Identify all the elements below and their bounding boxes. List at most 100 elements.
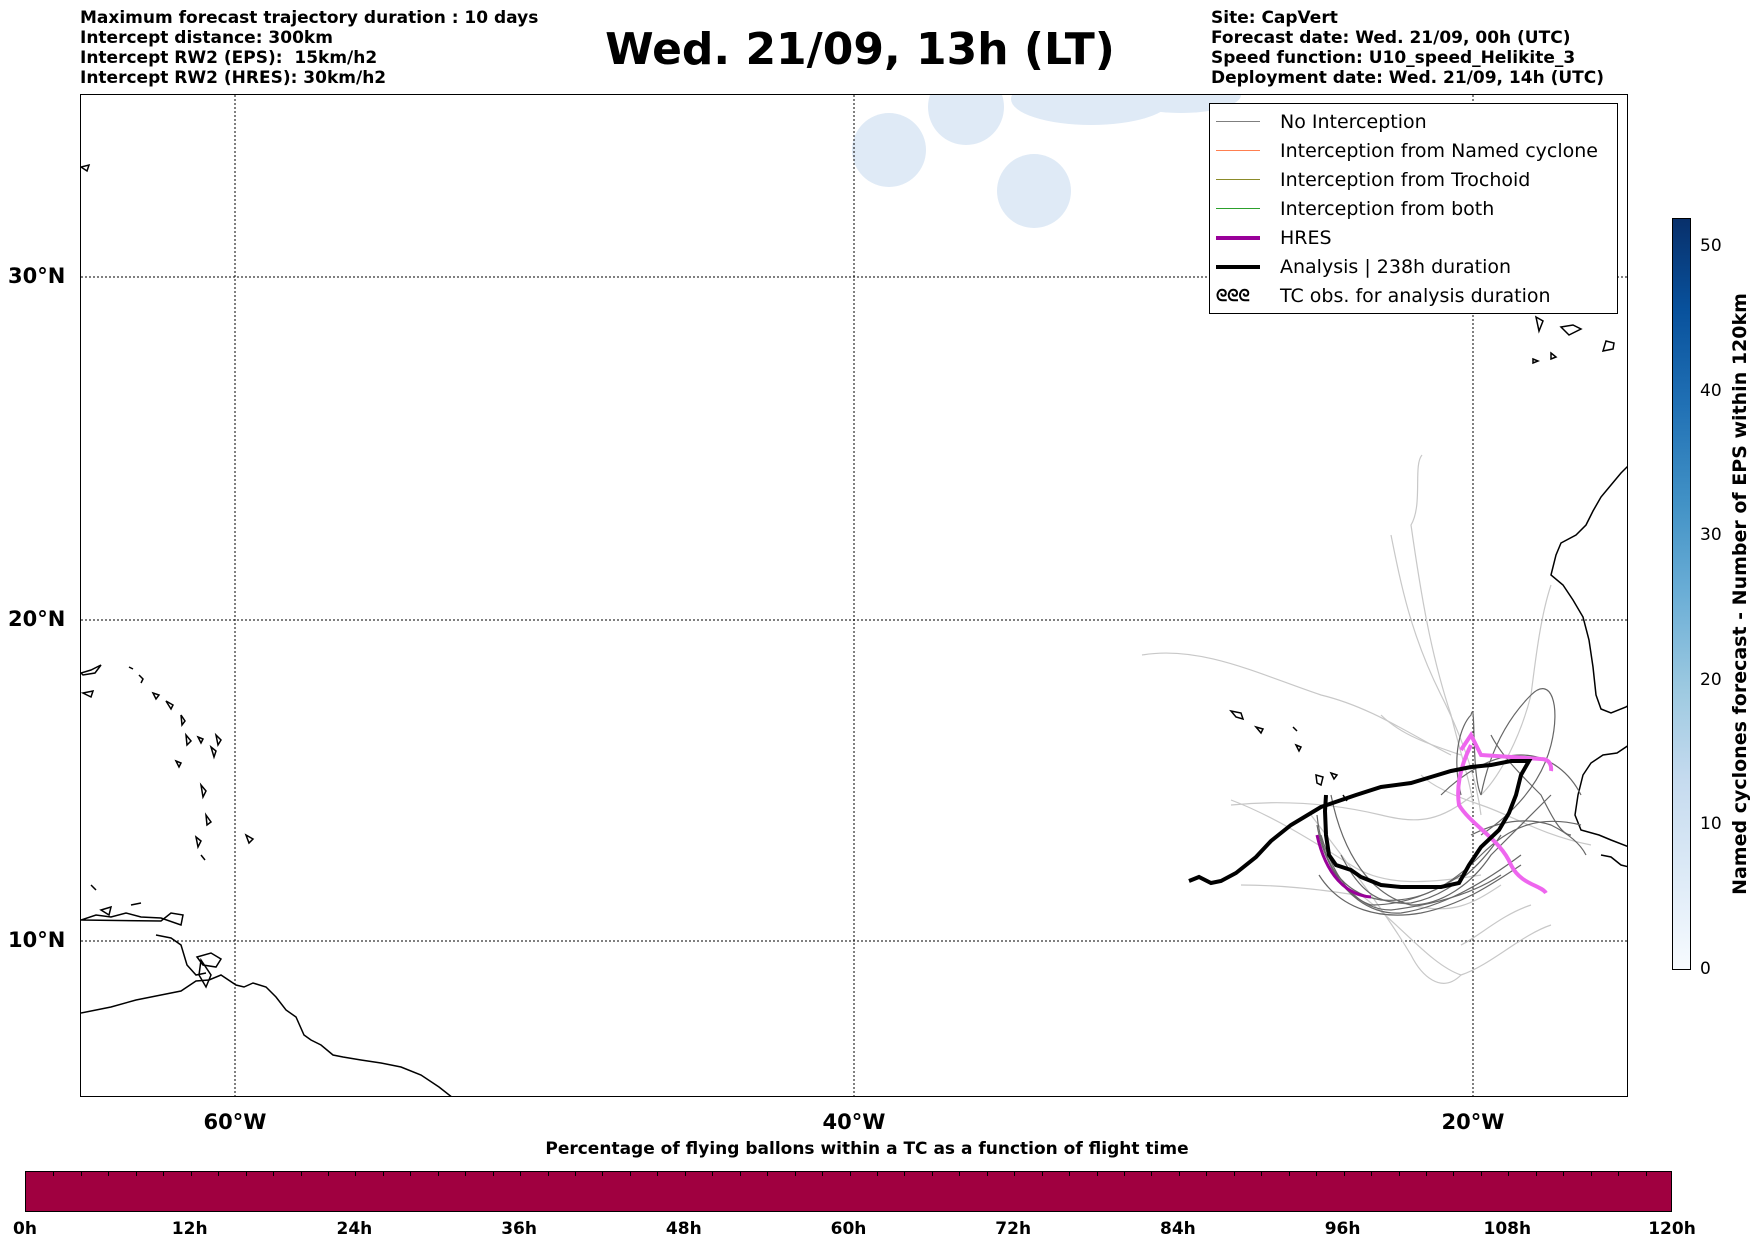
canary-island xyxy=(1550,351,1558,361)
colorbar-tick-label: 0h xyxy=(13,1219,37,1239)
south-america-coast xyxy=(81,974,452,1096)
legend-swatch xyxy=(1216,257,1262,277)
header-left-line: Intercept RW2 (EPS): 15km/h2 xyxy=(80,48,378,68)
colorbar-segment-divider xyxy=(1151,1172,1153,1176)
colorbar-tick-label: 10 xyxy=(1700,814,1722,835)
colorbar-segment-divider xyxy=(684,1172,686,1176)
lat-label-20n: 20°N xyxy=(8,607,66,631)
colorbar-tick-label: 60h xyxy=(830,1219,867,1239)
colorbar-segment-divider xyxy=(822,1172,824,1176)
colorbar-tick-label: 96h xyxy=(1324,1219,1361,1239)
island xyxy=(244,833,255,845)
colorbar-segment-divider xyxy=(163,1172,165,1176)
colorbar-segment-divider xyxy=(1371,1172,1373,1176)
colorbar-segment-divider xyxy=(1316,1172,1318,1176)
eps-trajectory xyxy=(1318,864,1522,916)
legend-label: Interception from Named cyclone xyxy=(1280,139,1598,162)
island xyxy=(185,732,193,747)
eps-trajectory xyxy=(1316,814,1462,906)
map-area[interactable] xyxy=(80,94,1628,1097)
colorbar-tick-label: 36h xyxy=(501,1219,537,1239)
legend-label: HRES xyxy=(1280,226,1332,249)
legend-swatch xyxy=(1216,112,1262,132)
legend-item: Analysis | 238h duration xyxy=(1216,252,1511,281)
colorbar-segment-divider xyxy=(1508,1172,1510,1176)
header-right-line: Speed function: U10_speed_Helikite_3 xyxy=(1211,48,1576,68)
colorbar-segment-divider xyxy=(986,1172,988,1176)
legend-label: Analysis | 238h duration xyxy=(1280,255,1512,278)
legend-label: TC obs. for analysis duration xyxy=(1280,284,1551,307)
lon-label-20w: 20°W xyxy=(1441,1110,1505,1134)
colorbar-tick-label: 24h xyxy=(336,1219,373,1239)
lat-label-10n: 10°N xyxy=(8,928,66,952)
lon-label-40w: 40°W xyxy=(822,1110,886,1134)
colorbar-segment-divider xyxy=(767,1172,769,1176)
colorbar-segment-divider xyxy=(1425,1172,1427,1176)
island xyxy=(198,957,212,989)
header-right-line: Deployment date: Wed. 21/09, 14h (UTC) xyxy=(1211,68,1605,88)
legend-swatch xyxy=(1216,141,1262,161)
island xyxy=(151,691,161,701)
colorbar-tick-label: 84h xyxy=(1160,1219,1196,1239)
cape-verde-island xyxy=(1294,743,1303,753)
canary-island xyxy=(1534,315,1544,334)
colorbar-segment-divider xyxy=(1398,1172,1400,1176)
header-left: Maximum forecast trajectory duration : 1… xyxy=(80,8,538,88)
colorbar-segment-divider xyxy=(245,1172,247,1176)
eps-trajectory xyxy=(1141,652,1452,756)
cape-verde-island xyxy=(1292,726,1298,732)
map-title: Wed. 21/09, 13h (LT) xyxy=(605,24,1115,75)
colorbar-segment-divider xyxy=(135,1172,137,1176)
colorbar-segment-divider xyxy=(492,1172,494,1176)
colorbar-segment-divider xyxy=(53,1172,55,1176)
colorbar-segment-divider xyxy=(382,1172,384,1176)
colorbar-tick-label: 48h xyxy=(665,1219,702,1239)
legend-swatch xyxy=(1216,199,1262,219)
legend-swatch xyxy=(1216,228,1262,248)
lon-label-60w: 60°W xyxy=(203,1110,267,1134)
trinidad xyxy=(195,952,223,968)
header-right: Site: CapVert Forecast date: Wed. 21/09,… xyxy=(1211,8,1604,88)
flight-time-colorbar-label: Percentage of flying ballons within a TC… xyxy=(545,1139,1189,1159)
colorbar-segment-divider xyxy=(794,1172,796,1176)
colorbar-segment-divider xyxy=(1645,1172,1647,1176)
colorbar-segment-divider xyxy=(1014,1172,1016,1176)
island xyxy=(209,744,217,760)
map-canvas xyxy=(81,95,1627,1096)
colorbar-segment-divider xyxy=(1206,1172,1208,1176)
colorbar-segment-divider xyxy=(1563,1172,1565,1176)
colorbar-segment-divider xyxy=(1233,1172,1235,1176)
tc-blob xyxy=(852,113,926,187)
hres-trajectory-purple xyxy=(1315,834,1372,899)
island xyxy=(180,714,186,727)
colorbar-segment-divider xyxy=(1178,1172,1180,1176)
colorbar-segment-divider xyxy=(1261,1172,1263,1176)
island xyxy=(196,735,205,745)
colorbar-segment-divider xyxy=(1096,1172,1098,1176)
island xyxy=(138,674,144,684)
colorbar-tick-label: 120h xyxy=(1648,1219,1696,1239)
colorbar-tick-label: 40 xyxy=(1700,380,1722,401)
legend-item: Interception from both xyxy=(1216,194,1494,223)
eps-trajectory xyxy=(1490,734,1572,836)
header-right-line: Forecast date: Wed. 21/09, 00h (UTC) xyxy=(1211,28,1571,48)
venezuela-coast xyxy=(81,912,184,926)
eps-trajectory xyxy=(1390,534,1482,816)
eps-trajectory xyxy=(1420,774,1592,846)
colorbar-tick-label: 12h xyxy=(171,1219,208,1239)
island xyxy=(99,905,113,917)
colorbar-segment-divider xyxy=(602,1172,604,1176)
coastlines xyxy=(81,163,1627,1096)
colorbar-segment-divider xyxy=(575,1172,576,1176)
colorbar-segment-divider xyxy=(1535,1172,1537,1176)
eps-trajectory xyxy=(1320,834,1502,911)
colorbar-segment-divider xyxy=(1124,1172,1125,1176)
colorbar-segment-divider xyxy=(1480,1172,1482,1176)
island xyxy=(128,666,134,670)
colorbar-segment-divider xyxy=(355,1172,357,1176)
legend-item: Interception from Named cyclone xyxy=(1216,136,1598,165)
eps-trajectory xyxy=(1330,794,1552,906)
legend-item: No Interception xyxy=(1216,107,1427,136)
island xyxy=(174,759,183,769)
analysis-trajectory xyxy=(1188,759,1533,889)
